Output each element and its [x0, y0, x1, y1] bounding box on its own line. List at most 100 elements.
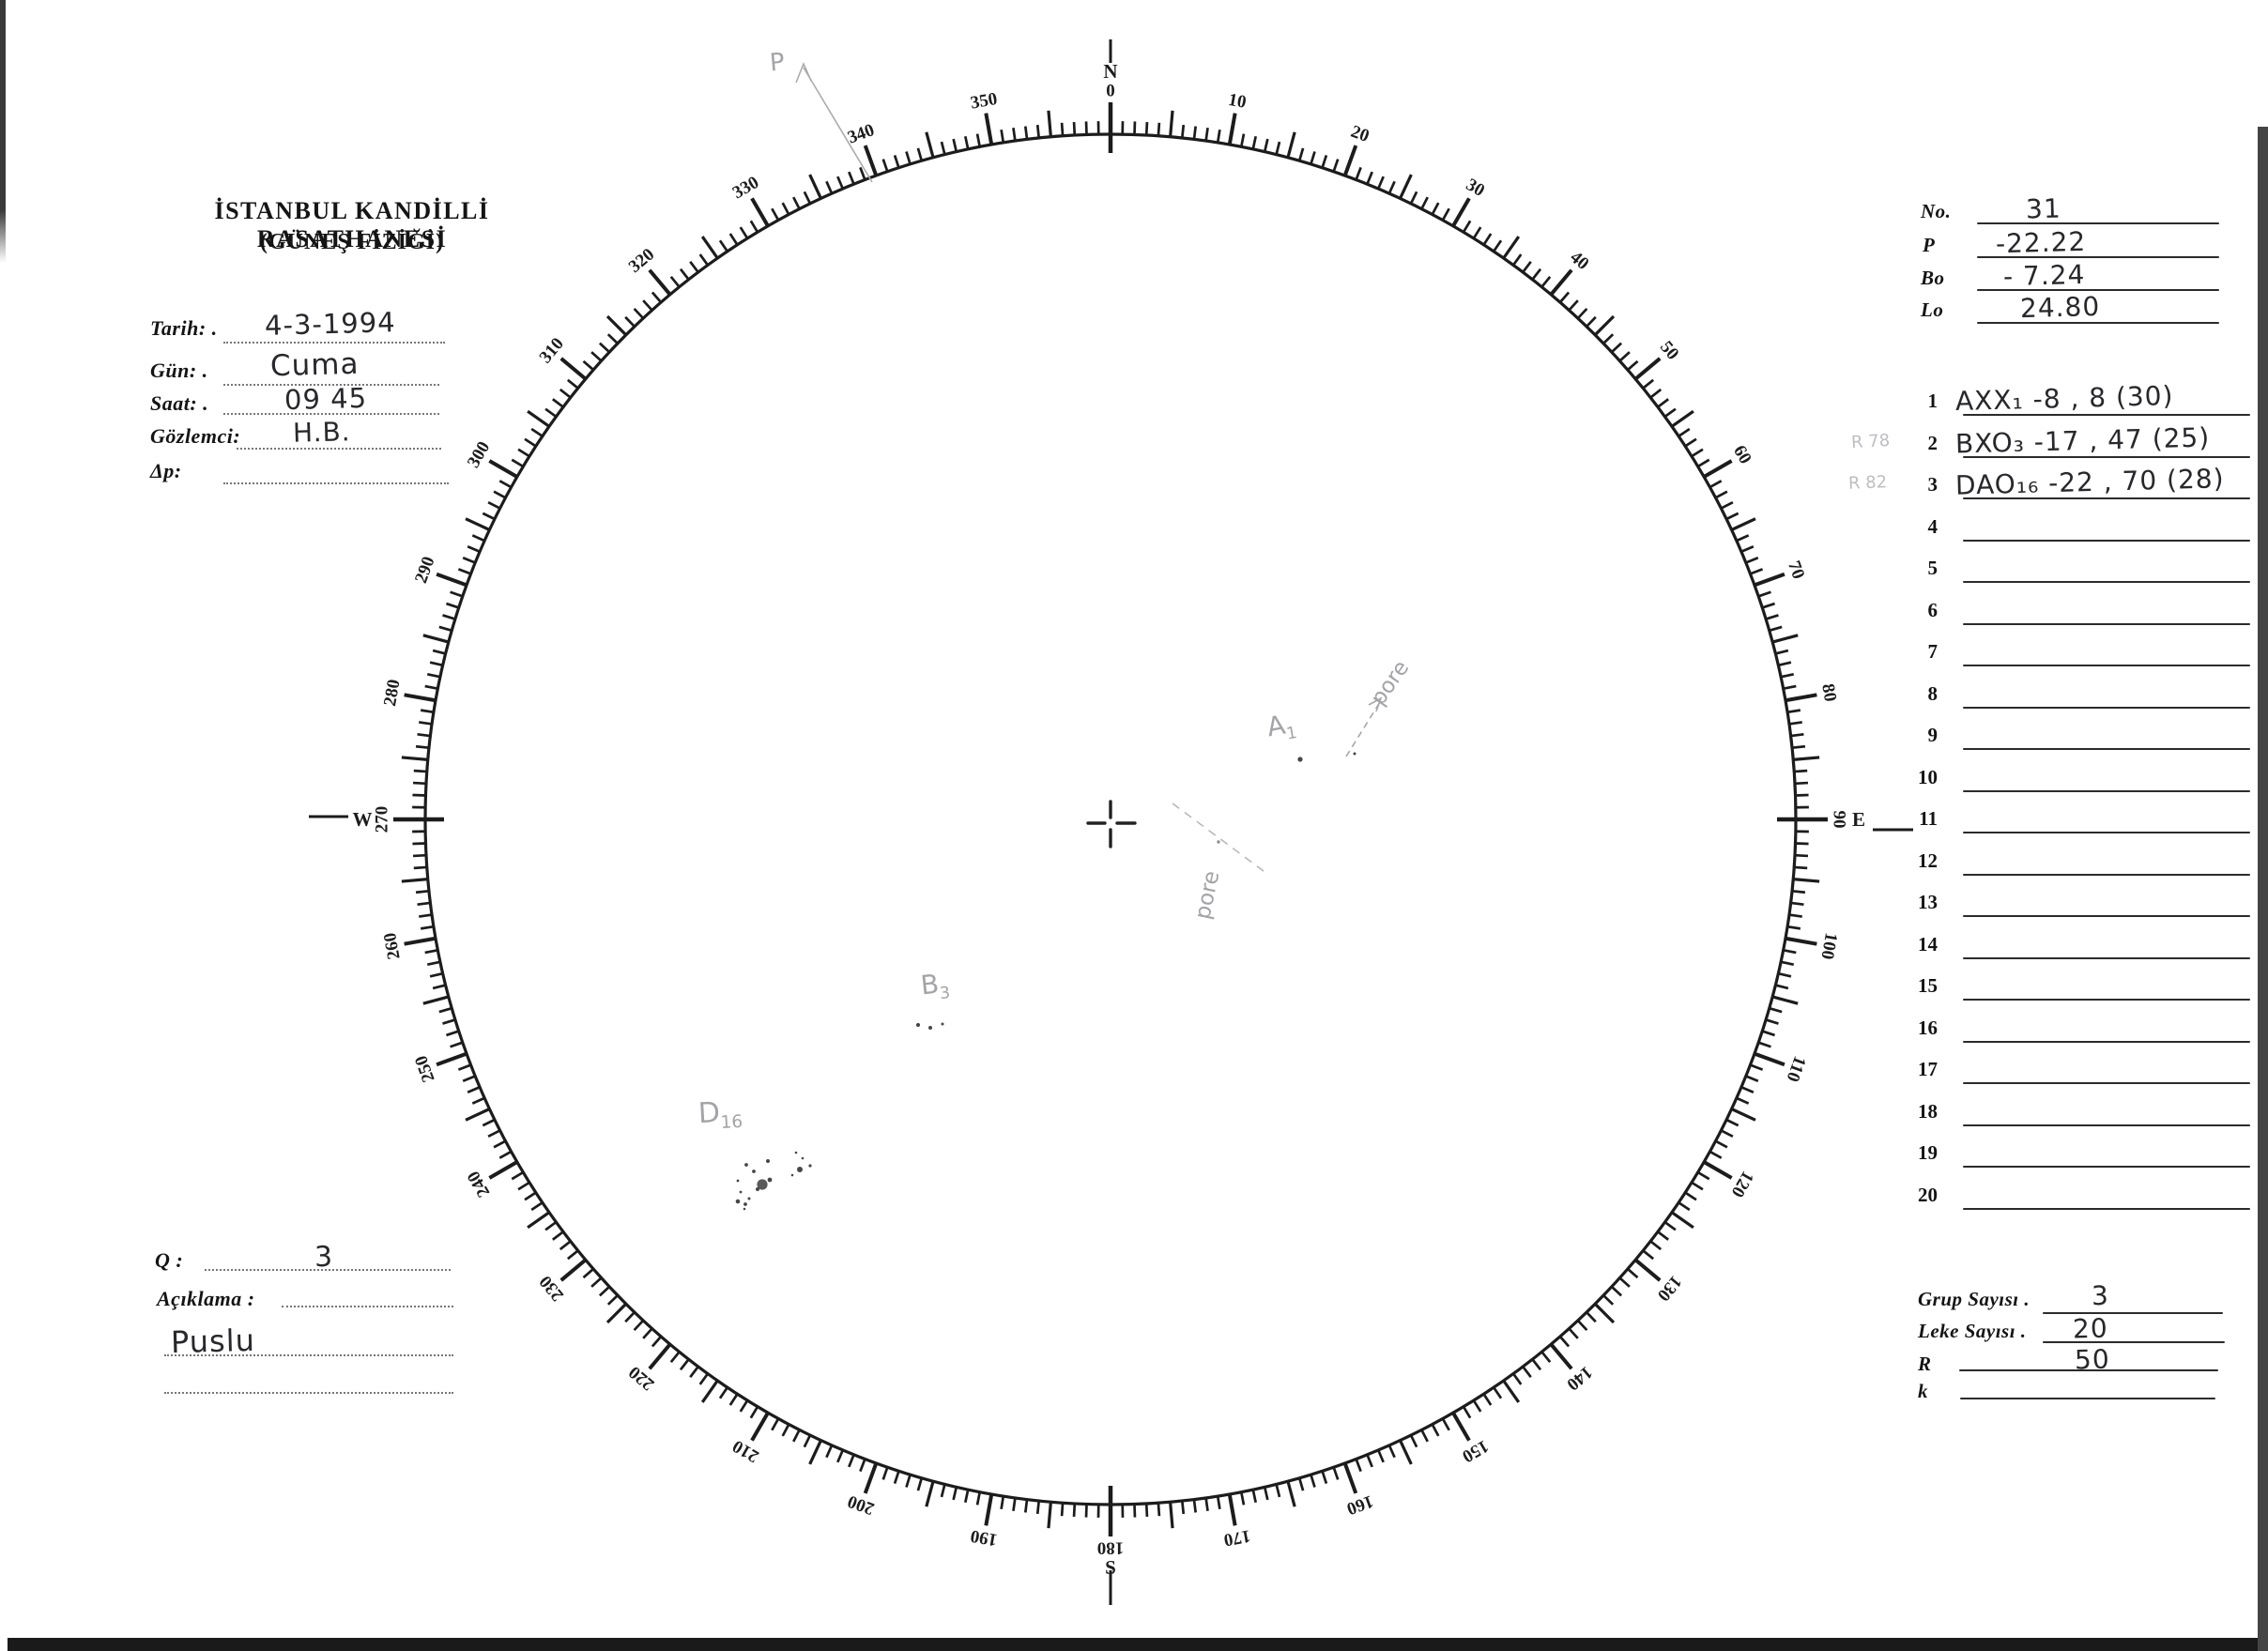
sunspot-d-9 — [767, 1177, 773, 1183]
degree-tick-14 — [1275, 141, 1281, 156]
degree-label-20: 20 — [1348, 122, 1372, 146]
list-row-rule — [1963, 957, 2250, 959]
solar-disk-limb — [423, 132, 1798, 1506]
degree-tick-154 — [1409, 1434, 1418, 1448]
degree-tick-140 — [1549, 1342, 1573, 1370]
degree-tick-343 — [905, 151, 912, 165]
degree-tick-240 — [488, 1160, 518, 1180]
degree-tick-221 — [651, 1336, 663, 1348]
degree-tick-334 — [803, 191, 812, 205]
degree-tick-31 — [1462, 220, 1472, 233]
degree-tick-157 — [1376, 1449, 1385, 1463]
degree-tick-281 — [424, 684, 438, 691]
degree-tick-273 — [412, 781, 427, 786]
degree-tick-319 — [651, 291, 663, 303]
degree-tick-99 — [1786, 925, 1801, 930]
degree-tick-146 — [1493, 1386, 1503, 1399]
degree-tick-340 — [863, 145, 879, 176]
degree-tick-112 — [1745, 1075, 1759, 1082]
degree-tick-11 — [1239, 133, 1246, 147]
degree-tick-80 — [1785, 693, 1817, 703]
degree-tick-252 — [445, 1030, 460, 1037]
degree-tick-287 — [442, 614, 456, 620]
note-rule-2 — [164, 1354, 453, 1356]
degree-tick-310 — [559, 357, 588, 381]
degree-label-240: 240 — [464, 1168, 494, 1200]
degree-tick-251 — [450, 1041, 464, 1048]
eph-value-no: 31 — [2025, 192, 2062, 225]
degree-tick-29 — [1441, 207, 1450, 222]
degree-tick-183 — [1072, 1503, 1077, 1518]
pencil-center-dashes — [1172, 803, 1268, 875]
degree-tick-191 — [975, 1491, 982, 1506]
degree-tick-27 — [1420, 196, 1429, 210]
field-rule-date — [223, 342, 445, 344]
degree-tick-59 — [1697, 458, 1710, 468]
degree-tick-144 — [1511, 1372, 1523, 1385]
eph-rule-bo — [1977, 289, 2219, 291]
degree-tick-339 — [859, 166, 866, 180]
degree-tick-36 — [1511, 253, 1523, 267]
field-rule-time — [223, 413, 439, 415]
field-label-observer: Gözlemci: — [150, 424, 241, 448]
list-row-rule — [1963, 999, 2250, 1001]
degree-tick-350 — [984, 113, 994, 145]
degree-tick-98 — [1788, 913, 1802, 918]
degree-tick-356 — [1060, 122, 1065, 136]
sum-label-r: R — [1918, 1353, 1932, 1375]
degree-tick-264 — [415, 889, 430, 894]
list-row-number: 20 — [1918, 1184, 1938, 1206]
degree-label-30: 30 — [1463, 175, 1488, 201]
cardinal-letter-W: W — [353, 808, 373, 831]
list-row-rule — [1963, 623, 2250, 625]
sunspot-d-2 — [801, 1156, 805, 1160]
degree-tick-175 — [1169, 1502, 1174, 1529]
degree-tick-277 — [417, 732, 431, 738]
degree-tick-171 — [1216, 1495, 1221, 1510]
sunspot-d-6 — [744, 1163, 748, 1167]
degree-tick-165 — [1286, 1480, 1296, 1507]
list-row-number: 18 — [1918, 1100, 1938, 1123]
degree-tick-261 — [420, 925, 435, 930]
degree-tick-79 — [1783, 684, 1797, 691]
degree-tick-33 — [1482, 233, 1493, 246]
degree-tick-118 — [1714, 1139, 1728, 1149]
degree-tick-16 — [1297, 147, 1305, 161]
degree-tick-199 — [881, 1466, 889, 1480]
degree-tick-87 — [1794, 781, 1809, 786]
degree-tick-20 — [1342, 145, 1358, 176]
degree-tick-141 — [1540, 1351, 1552, 1364]
degree-tick-265 — [401, 878, 428, 883]
degree-tick-211 — [749, 1406, 759, 1419]
degree-label-0: 0 — [1106, 82, 1115, 101]
list-row-number: 9 — [1927, 724, 1939, 746]
degree-tick-24 — [1387, 180, 1396, 194]
degree-tick-189 — [1000, 1495, 1005, 1510]
degree-tick-266 — [413, 865, 427, 870]
degree-tick-187 — [1023, 1499, 1029, 1513]
disk-center-cross — [1086, 800, 1137, 848]
pencil-note-r78: R 78 — [1850, 430, 1891, 453]
list-row-rule — [1963, 1166, 2250, 1168]
sunspot-d-0 — [766, 1159, 770, 1163]
degree-tick-174 — [1180, 1500, 1186, 1515]
degree-tick-70 — [1754, 572, 1785, 588]
list-row-rule — [1963, 832, 2250, 833]
degree-tick-235 — [527, 1211, 550, 1230]
degree-tick-155 — [1399, 1439, 1413, 1465]
degree-tick-44 — [1586, 315, 1597, 328]
degree-tick-202 — [848, 1454, 855, 1468]
degree-tick-86 — [1794, 769, 1808, 773]
degree-tick-130 — [1633, 1258, 1662, 1282]
degree-tick-232 — [559, 1240, 572, 1251]
degree-tick-71 — [1757, 590, 1771, 598]
degree-tick-161 — [1332, 1466, 1340, 1480]
degree-tick-239 — [511, 1170, 524, 1181]
degree-tick-320 — [648, 268, 672, 297]
degree-tick-61 — [1709, 480, 1723, 489]
degree-tick-336 — [825, 180, 834, 194]
degree-tick-231 — [566, 1249, 579, 1261]
list-row-rule — [1963, 790, 2250, 792]
degree-tick-151 — [1441, 1417, 1450, 1431]
degree-tick-351 — [1000, 129, 1005, 144]
